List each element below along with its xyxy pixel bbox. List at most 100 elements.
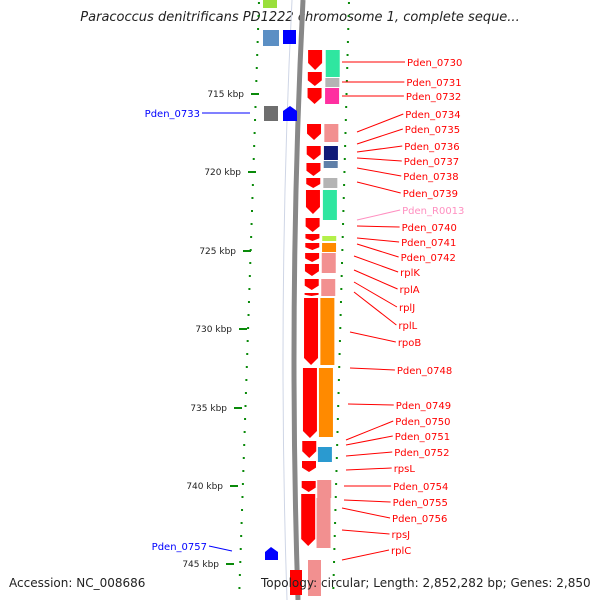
forward-gene-arrow[interactable]: [301, 494, 316, 546]
gene-label[interactable]: Pden_0756: [392, 514, 447, 525]
tick-dot-right: [346, 67, 349, 69]
forward-gene-arrow[interactable]: [306, 178, 321, 188]
genome-backbone: [291, 0, 306, 600]
kbp-label: 745 kbp: [182, 560, 219, 570]
gene-label[interactable]: Pden_0733: [145, 109, 200, 120]
gene-label[interactable]: Pden_0752: [394, 448, 449, 459]
forward-gene-arrow[interactable]: [305, 190, 320, 214]
gene-label[interactable]: Pden_0750: [395, 417, 450, 428]
forward-gene-arrow[interactable]: [304, 298, 319, 365]
cog-color-box: [322, 243, 337, 252]
tick-dot-left: [247, 314, 250, 316]
forward-gene-arrow[interactable]: [305, 218, 320, 232]
reverse-gene-arrow[interactable]: [283, 106, 297, 121]
tick-dot-left: [247, 301, 250, 303]
forward-gene-arrow[interactable]: [305, 253, 320, 262]
tick-dot-left: [247, 327, 250, 329]
forward-gene-arrow[interactable]: [302, 461, 317, 472]
gene-label[interactable]: Pden_0754: [393, 482, 448, 493]
tick-dot-left: [244, 405, 247, 407]
tick-dot-right: [342, 210, 345, 212]
forward-gene-arrow[interactable]: [304, 293, 319, 296]
forward-gene-arrow[interactable]: [307, 124, 322, 140]
gene-label[interactable]: Pden_0757: [152, 542, 207, 553]
forward-gene-arrow[interactable]: [307, 72, 322, 86]
tick-dot-right: [337, 379, 340, 381]
cog-color-box: [323, 161, 338, 168]
gene-label[interactable]: rplJ: [399, 303, 415, 314]
gene-label[interactable]: rplK: [400, 268, 420, 279]
forward-gene-arrow[interactable]: [306, 146, 321, 160]
gene-label[interactable]: Pden_0742: [401, 253, 456, 264]
gene-label[interactable]: Pden_R0013: [402, 206, 464, 217]
tick-dot-right: [337, 392, 340, 394]
gene-label[interactable]: rpsJ: [392, 530, 411, 541]
forward-gene-arrow[interactable]: [304, 279, 319, 290]
gene-label[interactable]: Pden_0732: [406, 92, 461, 103]
label-leader-line: [356, 145, 403, 153]
label-leader-line: [341, 549, 390, 561]
tick-dot-right: [346, 41, 349, 43]
label-leader-line: [353, 255, 399, 273]
forward-gene-arrow[interactable]: [306, 163, 321, 176]
label-leader-line: [356, 113, 404, 133]
tick-dot-left: [255, 67, 258, 69]
gene-label[interactable]: rplL: [398, 321, 417, 332]
tick-dot-left: [241, 496, 244, 498]
gene-label[interactable]: Pden_0739: [403, 189, 458, 200]
gene-label[interactable]: Pden_0755: [393, 498, 448, 509]
forward-gene-arrow[interactable]: [305, 243, 320, 250]
forward-gene-arrow[interactable]: [305, 234, 320, 241]
gene-label[interactable]: rplA: [400, 285, 420, 296]
label-leader-line: [353, 281, 398, 308]
gene-label[interactable]: Pden_0730: [407, 58, 462, 69]
gene-label[interactable]: Pden_0734: [405, 110, 460, 121]
gene-label[interactable]: Pden_0751: [395, 432, 450, 443]
tick-dot-left: [243, 431, 246, 433]
forward-gene-arrow[interactable]: [302, 368, 317, 438]
tick-dot-left: [240, 535, 243, 537]
tick-dot-left: [243, 444, 246, 446]
cog-color-box: [323, 146, 338, 160]
tick-dot-right: [339, 314, 342, 316]
label-leader-line: [356, 225, 400, 228]
gene-label[interactable]: Pden_0735: [405, 125, 460, 136]
tick-dot-left: [239, 548, 242, 550]
tick-dot-right: [343, 171, 346, 173]
forward-gene-arrow[interactable]: [308, 50, 323, 70]
label-leader-line: [356, 209, 401, 221]
gene-label[interactable]: Pden_0731: [406, 78, 461, 89]
forward-gene-arrow[interactable]: [304, 264, 319, 276]
gene-label[interactable]: Pden_0741: [401, 238, 456, 249]
gene-label[interactable]: rplC: [391, 546, 411, 557]
kbp-label: 720 kbp: [204, 168, 241, 178]
forward-gene-arrow[interactable]: [301, 481, 316, 492]
forward-gene-arrow[interactable]: [307, 88, 322, 104]
tick-dot-left: [257, 28, 260, 30]
label-leader-line: [356, 181, 401, 194]
gene-label[interactable]: Pden_0749: [396, 401, 451, 412]
gene-label[interactable]: rpsL: [394, 464, 416, 475]
gene-label[interactable]: Pden_0737: [404, 157, 459, 168]
tick-dot-right: [347, 15, 350, 17]
tick-dot-left: [242, 470, 245, 472]
gene-label[interactable]: Pden_0736: [404, 142, 459, 153]
forward-gene-arrow[interactable]: [302, 441, 317, 458]
cog-color-box: [263, 30, 279, 46]
tick-dot-right: [340, 288, 343, 290]
tick-dot-left: [253, 132, 256, 134]
tick-dot-right: [336, 431, 339, 433]
tick-dot-left: [246, 340, 249, 342]
gene-label[interactable]: Pden_0740: [402, 223, 457, 234]
cog-color-box: [320, 298, 335, 365]
tick-dot-left: [250, 223, 253, 225]
forward-gene-arrow[interactable]: [290, 570, 302, 595]
gene-label[interactable]: Pden_0738: [403, 172, 458, 183]
tick-dot-right: [339, 327, 342, 329]
reverse-gene-arrow[interactable]: [283, 30, 296, 44]
reverse-gene-arrow[interactable]: [265, 547, 278, 560]
gene-label[interactable]: Pden_0748: [397, 366, 452, 377]
gene-label[interactable]: rpoB: [398, 338, 422, 349]
tick-dot-left: [257, 2, 260, 4]
